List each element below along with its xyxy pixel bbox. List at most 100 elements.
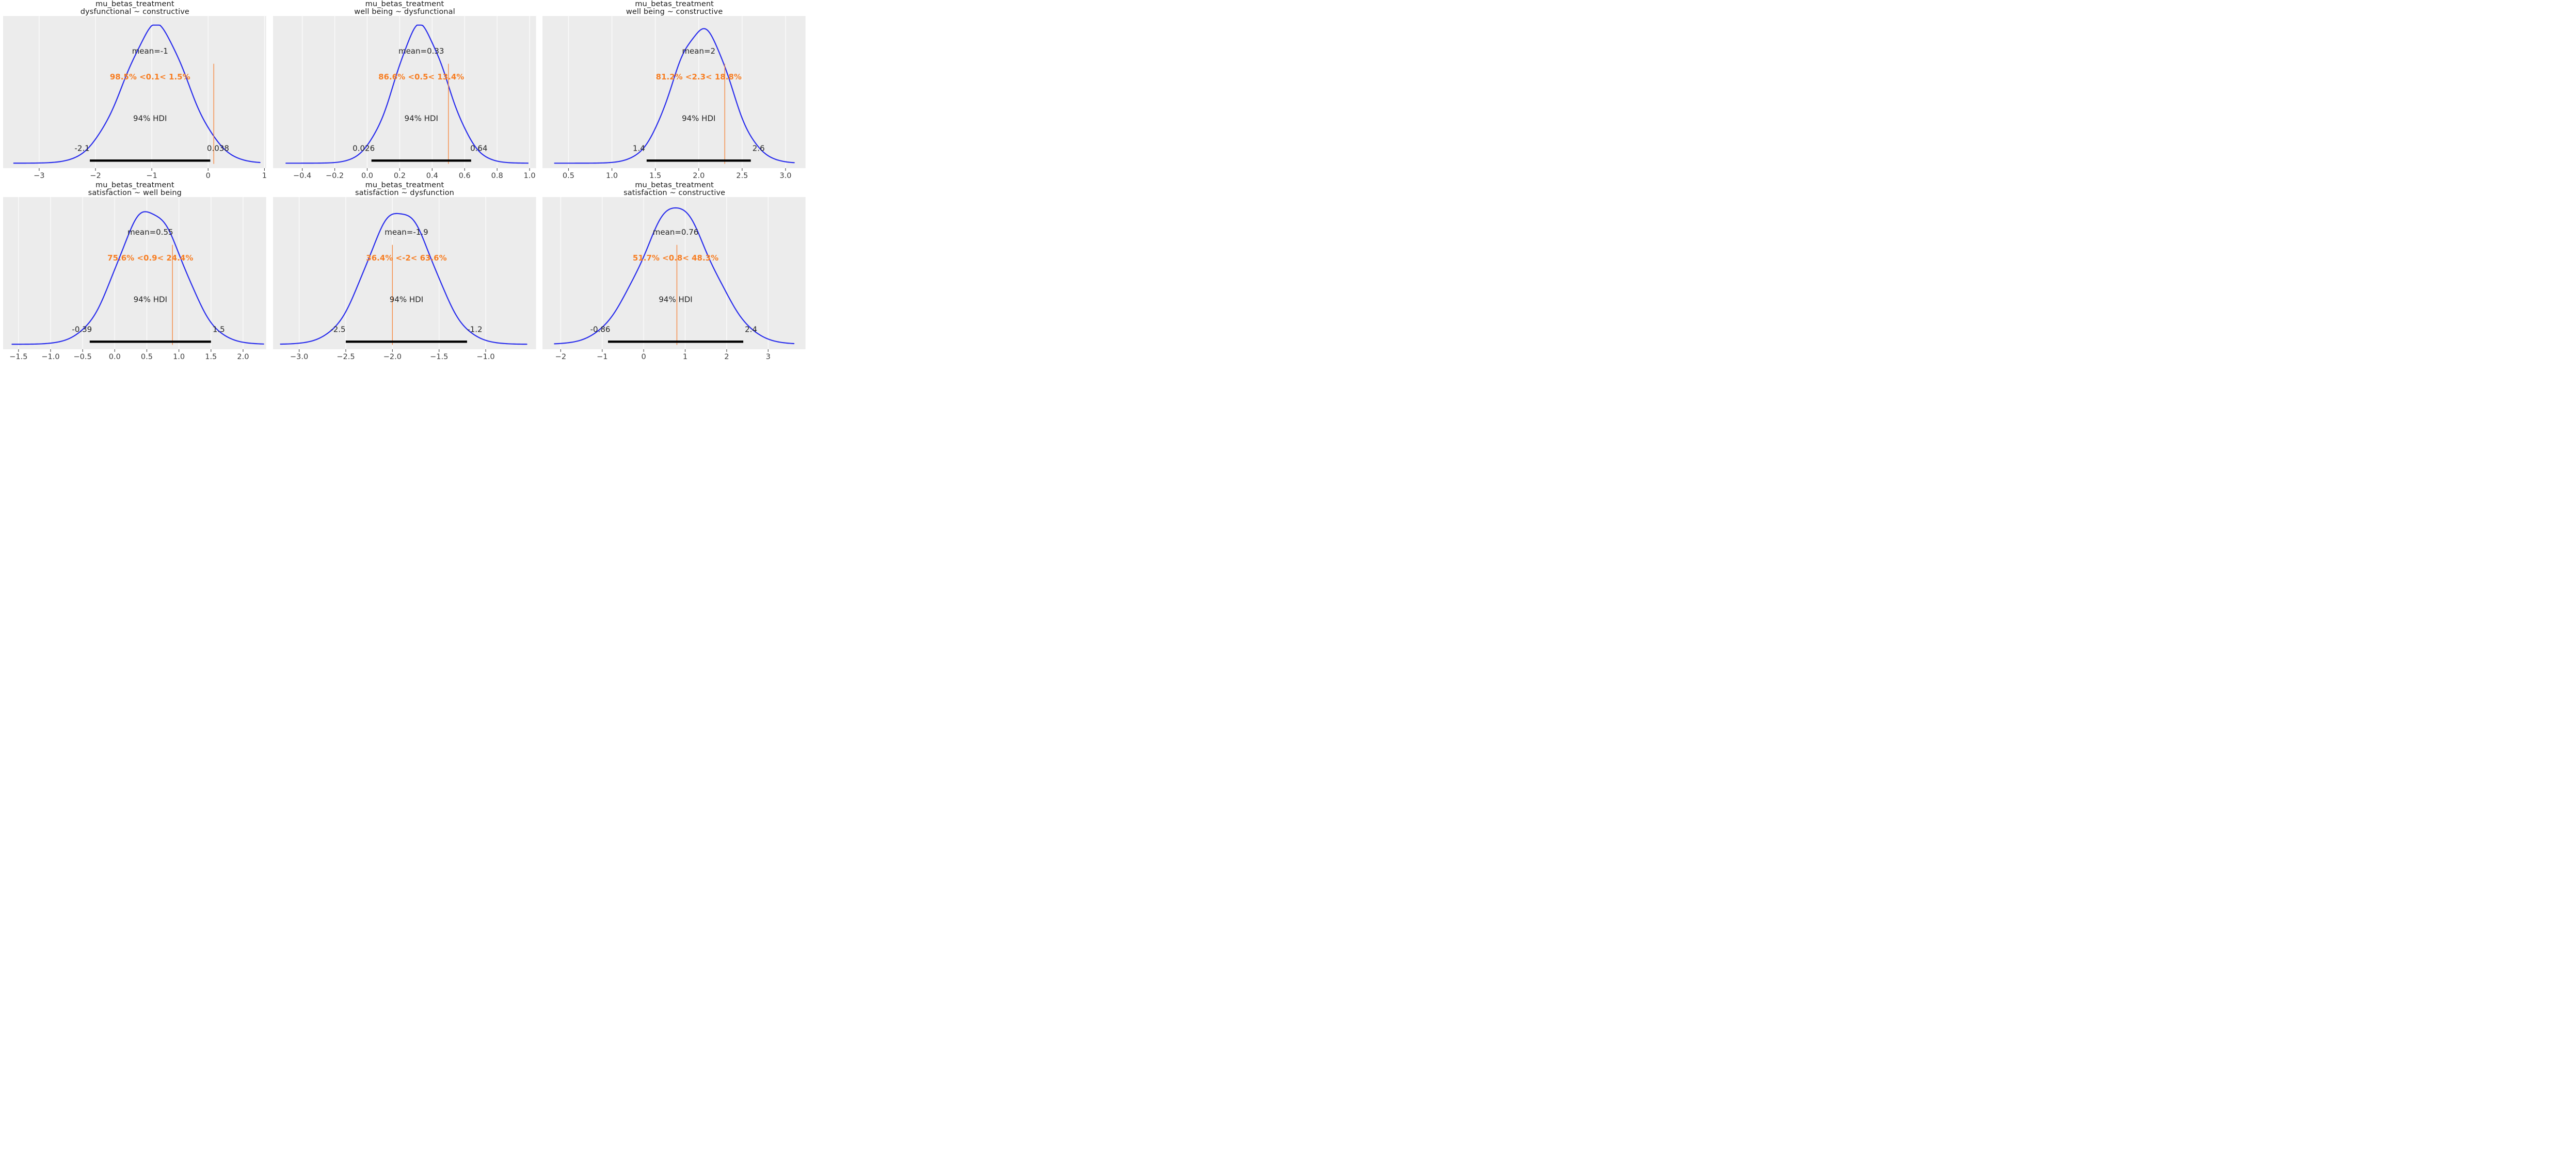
x-tick-label: 0.8 [491, 172, 503, 180]
x-tick-label: −1 [597, 353, 607, 361]
x-tick-label: 0.0 [109, 353, 121, 361]
x-tick-label: 1.5 [649, 172, 661, 180]
x-tick-label: −0.2 [326, 172, 344, 180]
hdi-upper-label: -1.2 [467, 325, 482, 334]
plot-background [273, 197, 536, 349]
mean-label: mean=0.33 [398, 46, 444, 56]
posterior-panel-3: mu_betas_treatment well being ~ construc… [539, 0, 809, 181]
hdi-upper-label: 1.5 [213, 325, 225, 334]
x-tick-label: 3 [766, 353, 771, 361]
x-tick-label: −0.5 [74, 353, 92, 361]
panel-title-line1: mu_betas_treatment [95, 0, 174, 8]
x-tick-label: 2.0 [693, 172, 705, 180]
posterior-panel-1: mu_betas_treatment dysfunctional ~ const… [0, 0, 270, 181]
x-tick-label: 0 [206, 172, 211, 180]
x-tick-label: −2.5 [337, 353, 355, 361]
hdi-lower-label: -0.39 [72, 325, 92, 334]
panel-title-line2: dysfunctional ~ constructive [80, 8, 189, 16]
hdi-bar [371, 159, 471, 162]
plot-background [273, 16, 536, 168]
mean-label: mean=2 [682, 46, 716, 56]
density-curve [554, 207, 795, 344]
posterior-panel-4: mu_betas_treatment satisfaction ~ well b… [0, 181, 270, 362]
x-tick-label: 2 [725, 353, 729, 361]
density-curve [285, 24, 529, 164]
plot-background [3, 197, 266, 349]
x-tick-label: −2 [555, 353, 566, 361]
posterior-panel-6: mu_betas_treatment satisfaction ~ constr… [539, 181, 809, 362]
panel-title: mu_betas_treatment dysfunctional ~ const… [0, 0, 270, 16]
panel-title: mu_betas_treatment well being ~ construc… [539, 0, 809, 16]
panel-title-line1: mu_betas_treatment [635, 181, 714, 189]
x-tick-label: −2 [90, 172, 101, 180]
density-plot: −3.0 −2.5 −2.0 −1.5 −1.0 mean=-1.9 36.4% <-2< … [273, 197, 536, 361]
hdi-bar [345, 340, 467, 343]
hdi-label: 94% HDI [133, 114, 167, 123]
density-plot: −3 −2 −1 0 1 mean=-1 98.5% <0.1< 1.5% 94% HDI -2… [3, 16, 267, 180]
hdi-lower-label: -2.1 [74, 144, 89, 153]
panel-title-line2: satisfaction ~ constructive [623, 188, 726, 197]
ref-interval-label: 51.7% <0.8< 48.3% [633, 253, 718, 263]
x-tick-label: −0.4 [293, 172, 311, 180]
panel-title-line1: mu_betas_treatment [635, 0, 714, 8]
plot-background [542, 197, 806, 349]
x-tick-label: 0.5 [141, 353, 153, 361]
panel-title: mu_betas_treatment well being ~ dysfunct… [270, 0, 540, 16]
posterior-panel-2: mu_betas_treatment well being ~ dysfunct… [270, 0, 540, 181]
x-tick-label: 3.0 [780, 172, 792, 180]
ref-interval-label: 98.5% <0.1< 1.5% [110, 72, 190, 82]
density-plot: −0.4 −0.2 0.0 0.2 0.4 0.6 0.8 1.0 mean=0.33 86.6%… [273, 16, 536, 180]
panel-title-line2: satisfaction ~ well being [88, 188, 182, 197]
hdi-upper-label: 2.6 [753, 144, 765, 153]
x-tick-label: 1.0 [523, 172, 535, 180]
hdi-bar [608, 340, 744, 343]
hdi-label: 94% HDI [682, 114, 715, 123]
ref-interval-label: 75.6% <0.9< 24.4% [107, 253, 193, 263]
x-tick-label: 0.6 [458, 172, 470, 180]
x-tick-label: 0.0 [361, 172, 373, 180]
x-tick-label: 0.2 [394, 172, 406, 180]
density-curve [11, 210, 264, 345]
hdi-lower-label: -2.5 [330, 325, 345, 334]
hdi-upper-label: 0.64 [470, 144, 487, 153]
x-tick-label: 2.5 [737, 172, 748, 180]
hdi-lower-label: 1.4 [633, 144, 645, 153]
x-tick-label: 2.0 [237, 353, 249, 361]
x-tick-label: −1.0 [476, 353, 494, 361]
ref-interval-label: 36.4% <-2< 63.6% [366, 253, 446, 263]
density-curve [554, 28, 795, 164]
x-tick-label: 1.0 [606, 172, 618, 180]
panel-title-line2: satisfaction ~ dysfunction [355, 188, 454, 197]
posterior-grid-figure: mu_betas_treatment dysfunctional ~ const… [0, 0, 809, 362]
density-curve [280, 213, 527, 345]
panel-title-line2: well being ~ dysfunctional [354, 8, 455, 16]
mean-label: mean=-1.9 [385, 228, 428, 237]
x-tick-label: 1 [262, 172, 267, 180]
x-tick-label: 0.5 [563, 172, 574, 180]
plot-background [542, 16, 806, 168]
x-tick-label: −1.5 [430, 353, 448, 361]
hdi-bar [647, 159, 751, 162]
hdi-label: 94% HDI [404, 114, 438, 123]
panel-title-line2: well being ~ constructive [626, 8, 723, 16]
ref-interval-label: 86.6% <0.5< 13.4% [378, 72, 464, 82]
hdi-bar [89, 340, 211, 343]
x-tick-label: −3 [34, 172, 44, 180]
ref-interval-label: 81.2% <2.3< 18.8% [656, 72, 742, 82]
x-tick-label: −1.0 [41, 353, 59, 361]
x-tick-label: 0 [642, 353, 646, 361]
x-tick-label: 0.4 [426, 172, 438, 180]
hdi-upper-label: 0.038 [207, 144, 229, 153]
hdi-label: 94% HDI [659, 295, 693, 304]
x-tick-label: −2.0 [383, 353, 401, 361]
mean-label: mean=0.76 [653, 228, 699, 237]
x-tick-label: 1 [683, 353, 687, 361]
panel-title-line1: mu_betas_treatment [365, 181, 444, 189]
mean-label: mean=-1 [132, 46, 168, 56]
density-plot: 0.5 1.0 1.5 2.0 2.5 3.0 mean=2 81.2% <2.3< 18.8… [542, 16, 806, 180]
hdi-bar [90, 159, 211, 162]
x-tick-label: 1.0 [173, 353, 185, 361]
panel-title-line1: mu_betas_treatment [365, 0, 444, 8]
panel-title: mu_betas_treatment satisfaction ~ well b… [0, 181, 270, 197]
density-curve [13, 24, 261, 164]
